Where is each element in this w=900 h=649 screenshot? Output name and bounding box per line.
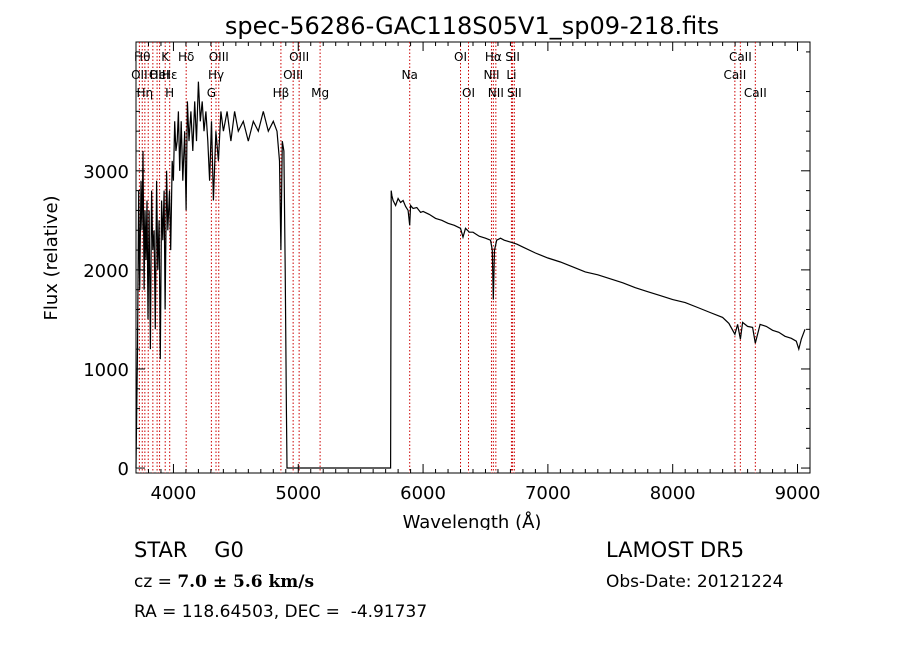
x-tick-label-5: 9000 bbox=[775, 483, 821, 504]
line-label-17: Mg bbox=[311, 86, 329, 100]
line-label-25: SII bbox=[505, 50, 520, 64]
survey-name: LAMOST DR5 bbox=[606, 538, 745, 562]
line-label-10: Hδ bbox=[178, 50, 194, 64]
line-label-6: HeI bbox=[150, 68, 170, 82]
line-label-23: NII bbox=[488, 86, 504, 100]
line-marker-group bbox=[138, 42, 756, 473]
x-tick-label-0: 4000 bbox=[151, 483, 197, 504]
chart-title: spec-56286-GAC118S05V1_sp09-218.fits bbox=[225, 12, 719, 40]
y-tick-label-2: 2000 bbox=[83, 261, 129, 282]
x-tick-label-3: 7000 bbox=[525, 483, 571, 504]
line-label-24: Li bbox=[506, 68, 516, 82]
x-tick-label-2: 6000 bbox=[400, 483, 446, 504]
line-label-18: Na bbox=[402, 68, 418, 82]
class-label: STAR bbox=[134, 538, 188, 562]
line-label-12: Hγ bbox=[208, 68, 224, 82]
line-label-16: OIII bbox=[289, 50, 309, 64]
subclass-label: G0 bbox=[214, 538, 244, 562]
line-label-29: CaII bbox=[744, 86, 767, 100]
y-tick-label-3: 3000 bbox=[83, 162, 129, 183]
line-label-22: Hα bbox=[485, 50, 502, 64]
cz-prefix: cz = bbox=[134, 572, 178, 592]
observation-date: Obs-Date: 20121224 bbox=[606, 572, 784, 592]
spectrum-plot: spec-56286-GAC118S05V1_sp09-218.fits OII… bbox=[41, 12, 820, 530]
line-label-7: K bbox=[161, 50, 170, 64]
line-label-28: CaII bbox=[729, 50, 752, 64]
x-tick-label-1: 5000 bbox=[275, 483, 321, 504]
line-label-21: NII bbox=[483, 68, 499, 82]
plot-frame bbox=[135, 41, 811, 474]
line-label-15: OIII bbox=[283, 68, 303, 82]
line-label-14: Hβ bbox=[273, 86, 290, 100]
axis-tick-group: 4000 5000 6000 7000 8000 9000 0 1000 2000 3000 bbox=[83, 42, 820, 504]
line-label-9: Hε bbox=[162, 68, 178, 82]
y-tick-label-1: 1000 bbox=[83, 360, 129, 381]
line-label-2: Hη bbox=[137, 86, 154, 100]
y-tick-label-0: 0 bbox=[118, 459, 129, 480]
line-label-11: G bbox=[207, 86, 216, 100]
y-axis-label: Flux (relative) bbox=[41, 195, 62, 320]
line-label-19: OI bbox=[454, 50, 467, 64]
line-label-5: OII bbox=[149, 68, 166, 82]
spectrum-line bbox=[135, 81, 806, 469]
redshift-text: cz = 7.0 ± 5.6 km/s bbox=[134, 572, 314, 592]
x-tick-label-4: 8000 bbox=[650, 483, 696, 504]
line-label-26: SII bbox=[507, 86, 522, 100]
line-label-8: H bbox=[165, 86, 174, 100]
line-label-0: OII bbox=[131, 68, 148, 82]
cz-value: 7.0 ± 5.6 km/s bbox=[177, 572, 315, 592]
spectral-class-text: STAR G0 bbox=[134, 538, 244, 562]
line-label-20: OI bbox=[462, 86, 475, 100]
line-label-27: CaII bbox=[723, 68, 746, 82]
x-axis-label: Wavelength (Å) bbox=[403, 511, 542, 530]
coordinates-text: RA = 118.64503, DEC = -4.91737 bbox=[134, 602, 428, 622]
line-label-13: OIII bbox=[209, 50, 229, 64]
line-label-1: Hθ bbox=[134, 50, 150, 64]
